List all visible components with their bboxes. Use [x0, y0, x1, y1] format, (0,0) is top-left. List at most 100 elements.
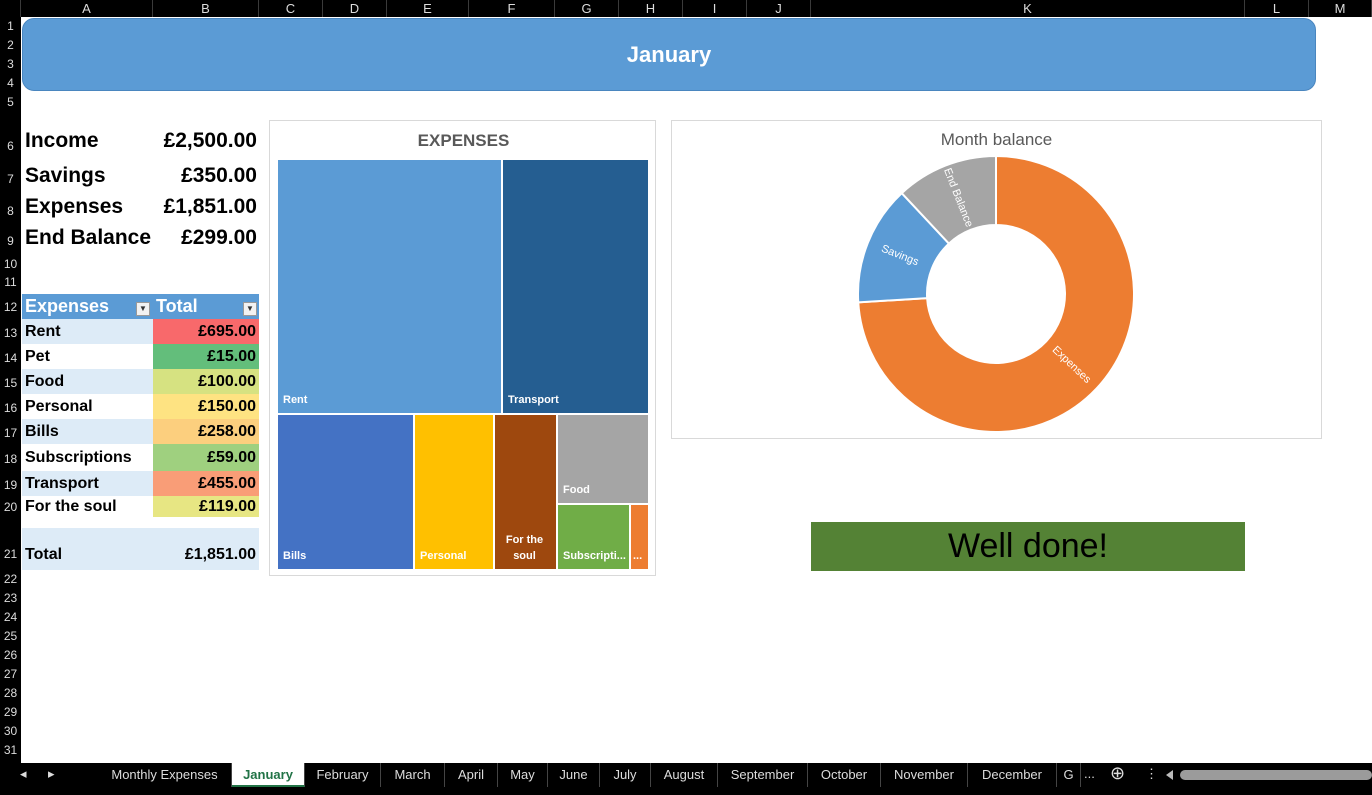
expense-name-cell[interactable]: Bills — [25, 422, 59, 440]
sheet-tab[interactable]: May — [498, 763, 548, 787]
month-balance-chart[interactable]: Month balance Expenses Savings End Balance — [671, 120, 1322, 439]
donut-slice[interactable] — [857, 154, 1135, 433]
scroll-tabs-prev-icon[interactable]: ◂ — [20, 766, 27, 781]
table-row[interactable]: Bills £258.00 — [22, 419, 259, 444]
more-tabs-button[interactable]: ... — [1084, 766, 1095, 781]
treemap-tile[interactable]: ... — [630, 504, 649, 570]
sheet-tab[interactable]: July — [600, 763, 651, 787]
donut-slice[interactable] — [900, 154, 997, 245]
sheet-tab[interactable]: December — [968, 763, 1057, 787]
row-header[interactable]: 8 — [7, 204, 14, 218]
total-column-header[interactable]: Total ▼ — [153, 294, 259, 319]
row-header[interactable]: 30 — [3, 724, 18, 738]
column-header-l[interactable]: L — [1245, 0, 1309, 17]
sheet-tab[interactable]: G — [1057, 763, 1081, 787]
sheet-tab[interactable]: June — [548, 763, 600, 787]
table-total-row[interactable]: Total £1,851.00 — [22, 528, 259, 570]
table-row[interactable]: For the soul £119.00 — [22, 496, 259, 517]
sheet-tab[interactable]: September — [718, 763, 808, 787]
row-header[interactable]: 11 — [4, 275, 17, 289]
sheet-tab[interactable]: January — [232, 763, 305, 787]
summary-end-balance-row[interactable]: End Balance £299.00 — [25, 226, 257, 256]
expenses-column-header[interactable]: Expenses ▼ — [22, 294, 153, 319]
expense-name-cell[interactable]: Food — [25, 372, 65, 390]
expenses-treemap-chart[interactable]: EXPENSES Rent Transport Bills Personal For t… — [269, 120, 656, 576]
sheet-tab[interactable]: October — [808, 763, 881, 787]
expense-total-cell[interactable]: £455.00 — [153, 471, 259, 496]
expense-name-cell[interactable]: Rent — [25, 322, 61, 340]
table-row[interactable]: Food £100.00 — [22, 369, 259, 394]
table-row[interactable]: Transport £455.00 — [22, 471, 259, 496]
column-header-a[interactable]: A — [21, 0, 153, 17]
scroll-left-icon[interactable] — [1166, 770, 1173, 780]
treemap-tile[interactable]: For the soul — [494, 414, 557, 570]
select-all-corner[interactable] — [0, 0, 21, 17]
row-header[interactable]: 1 — [7, 19, 14, 33]
table-row[interactable]: Rent £695.00 — [22, 319, 259, 344]
row-header[interactable]: 15 — [3, 376, 18, 390]
row-header[interactable]: 31 — [3, 743, 18, 757]
month-banner[interactable]: January — [22, 18, 1316, 91]
sheet-tab[interactable]: April — [445, 763, 498, 787]
row-header[interactable]: 22 — [3, 572, 18, 586]
row-header[interactable]: 24 — [3, 610, 18, 624]
sheet-tab[interactable]: August — [651, 763, 718, 787]
row-header[interactable]: 27 — [3, 667, 18, 681]
sheet-tab[interactable]: November — [881, 763, 968, 787]
expense-total-cell[interactable]: £15.00 — [153, 344, 259, 369]
row-header[interactable]: 28 — [3, 686, 18, 700]
treemap-tile[interactable]: Bills — [277, 414, 414, 570]
sheet-tab[interactable]: March — [381, 763, 445, 787]
row-header[interactable]: 12 — [3, 300, 18, 314]
column-header-m[interactable]: M — [1309, 0, 1372, 17]
expense-total-cell[interactable]: £258.00 — [153, 419, 259, 444]
expense-name-cell[interactable]: Personal — [25, 397, 93, 415]
row-header[interactable]: 25 — [3, 629, 18, 643]
expense-name-cell[interactable]: For the soul — [25, 497, 117, 515]
sheet-tab[interactable]: Monthly Expenses — [98, 763, 232, 787]
row-header[interactable]: 9 — [7, 234, 14, 248]
expense-total-cell[interactable]: £119.00 — [153, 496, 259, 517]
treemap-tile[interactable]: Transport — [502, 159, 649, 414]
column-header-k[interactable]: K — [811, 0, 1245, 17]
column-header-g[interactable]: G — [555, 0, 619, 17]
expense-name-cell[interactable]: Transport — [25, 474, 99, 492]
column-header-c[interactable]: C — [259, 0, 323, 17]
status-message-box[interactable]: Well done! — [811, 522, 1245, 571]
filter-dropdown-icon[interactable]: ▼ — [136, 302, 150, 316]
row-header[interactable]: 10 — [3, 257, 18, 271]
filter-dropdown-icon[interactable]: ▼ — [243, 302, 257, 316]
horizontal-scrollbar-thumb[interactable] — [1180, 770, 1372, 780]
column-header-i[interactable]: I — [683, 0, 747, 17]
treemap-tile[interactable]: Rent — [277, 159, 502, 414]
scroll-tabs-next-icon[interactable]: ▸ — [48, 766, 55, 781]
table-row[interactable]: Pet £15.00 — [22, 344, 259, 369]
row-header[interactable]: 3 — [7, 57, 14, 71]
row-header[interactable]: 23 — [3, 591, 18, 605]
row-header[interactable]: 26 — [3, 648, 18, 662]
summary-savings-row[interactable]: Savings £350.00 — [25, 164, 257, 194]
column-header-h[interactable]: H — [619, 0, 683, 17]
row-header[interactable]: 13 — [3, 326, 18, 340]
summary-expenses-row[interactable]: Expenses £1,851.00 — [25, 195, 257, 225]
treemap-tile[interactable]: Subscripti... — [557, 504, 630, 570]
sheet-tab[interactable]: February — [305, 763, 381, 787]
expense-total-cell[interactable]: £59.00 — [153, 444, 259, 471]
table-row[interactable]: Subscriptions £59.00 — [22, 444, 259, 471]
treemap-tile[interactable]: Personal — [414, 414, 494, 570]
column-header-d[interactable]: D — [323, 0, 387, 17]
options-menu-icon[interactable]: ⋮ — [1145, 766, 1158, 781]
table-row[interactable]: Personal £150.00 — [22, 394, 259, 419]
row-header[interactable]: 17 — [3, 426, 18, 440]
row-header[interactable]: 18 — [3, 452, 18, 466]
expense-total-cell[interactable]: £695.00 — [153, 319, 259, 344]
row-header[interactable]: 2 — [7, 38, 14, 52]
column-header-e[interactable]: E — [387, 0, 469, 17]
row-header[interactable]: 29 — [3, 705, 18, 719]
expense-total-cell[interactable]: £150.00 — [153, 394, 259, 419]
column-header-b[interactable]: B — [153, 0, 259, 17]
column-header-j[interactable]: J — [747, 0, 811, 17]
expense-name-cell[interactable]: Pet — [25, 347, 50, 365]
column-header-f[interactable]: F — [469, 0, 555, 17]
row-header[interactable]: 20 — [3, 500, 18, 514]
